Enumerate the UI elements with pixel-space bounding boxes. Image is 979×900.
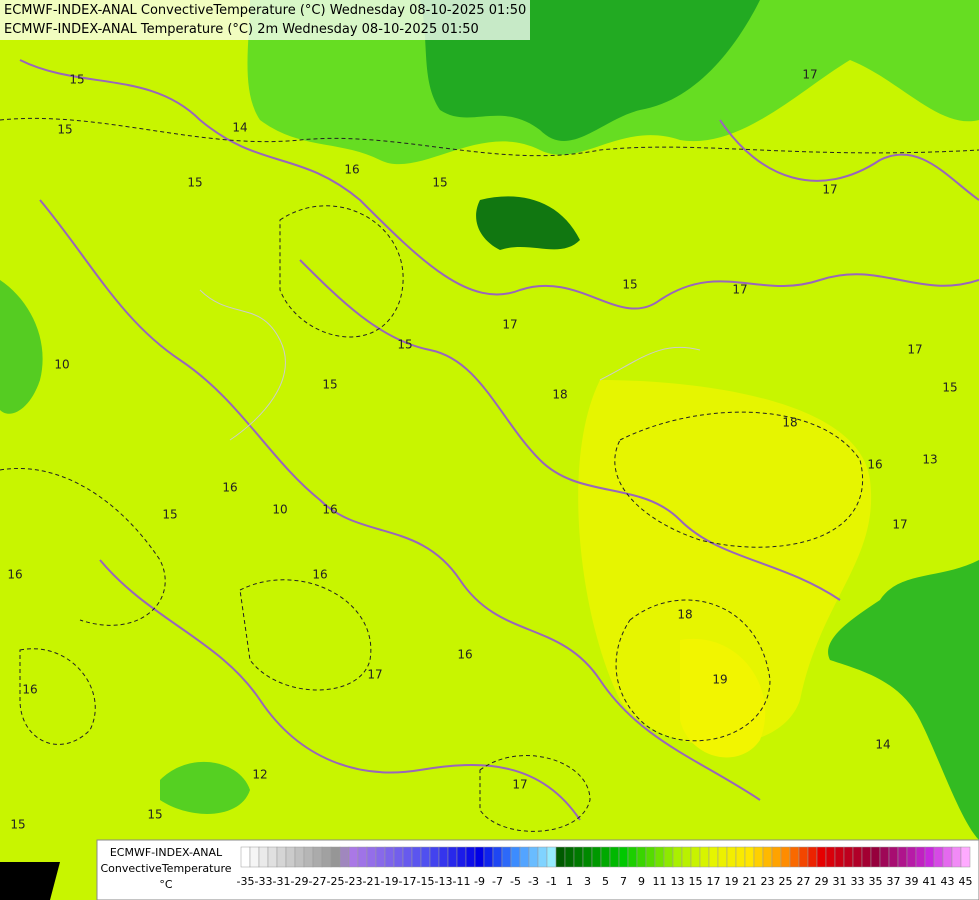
contour-label: 16 [22, 683, 37, 697]
contour-label: 15 [322, 378, 337, 392]
contour-label: 19 [712, 673, 727, 687]
contour-label: 17 [822, 183, 837, 197]
contour-label: 15 [162, 508, 177, 522]
contour-label: 16 [7, 568, 22, 582]
contour-label: 15 [622, 278, 637, 292]
contour-label: 15 [57, 123, 72, 137]
cool-area [160, 761, 250, 814]
cool-area [828, 560, 979, 840]
contour-label: 15 [187, 176, 202, 190]
contour-label: 17 [512, 778, 527, 792]
contour-label: 17 [502, 318, 517, 332]
cool-area [0, 280, 43, 414]
contour-label: 13 [922, 453, 937, 467]
contour-label: 14 [875, 738, 890, 752]
contour-label: 16 [322, 503, 337, 517]
header-line: ECMWF-INDEX-ANAL ConvectiveTemperature (… [4, 3, 527, 18]
coastline [199, 289, 701, 441]
contour-label: 15 [147, 808, 162, 822]
warm-area [578, 380, 872, 745]
header: ECMWF-INDEX-ANAL ConvectiveTemperature (… [0, 0, 531, 40]
no-data [0, 862, 60, 900]
contour-label: 16 [312, 568, 327, 582]
warm-area [680, 638, 766, 758]
header-line: ECMWF-INDEX-ANAL Temperature (°C) 2m Wed… [4, 22, 479, 37]
contour-label: 15 [10, 818, 25, 832]
contour-label: 10 [54, 358, 69, 372]
contour-label: 18 [552, 388, 567, 402]
contour-label: 17 [892, 518, 907, 532]
contour-label: 15 [942, 381, 957, 395]
contour-label: 18 [782, 416, 797, 430]
contour-label: 18 [677, 608, 692, 622]
contour-label: 16 [867, 458, 882, 472]
contour-label: 16 [222, 481, 237, 495]
contour-label: 16 [344, 163, 359, 177]
contours [0, 117, 979, 832]
borders [19, 59, 979, 821]
contour-label: 17 [802, 68, 817, 82]
contour-label: 17 [907, 343, 922, 357]
contour-label: 10 [272, 503, 287, 517]
contour-label: 15 [69, 73, 84, 87]
cool-area [476, 196, 580, 250]
contour-label: 15 [397, 338, 412, 352]
contour-label: 15 [432, 176, 447, 190]
contour-label: 16 [457, 648, 472, 662]
contour-label: 12 [252, 768, 267, 782]
contour-label: 17 [732, 283, 747, 297]
contour-label: 14 [232, 121, 247, 135]
contour-label: 17 [367, 668, 382, 682]
